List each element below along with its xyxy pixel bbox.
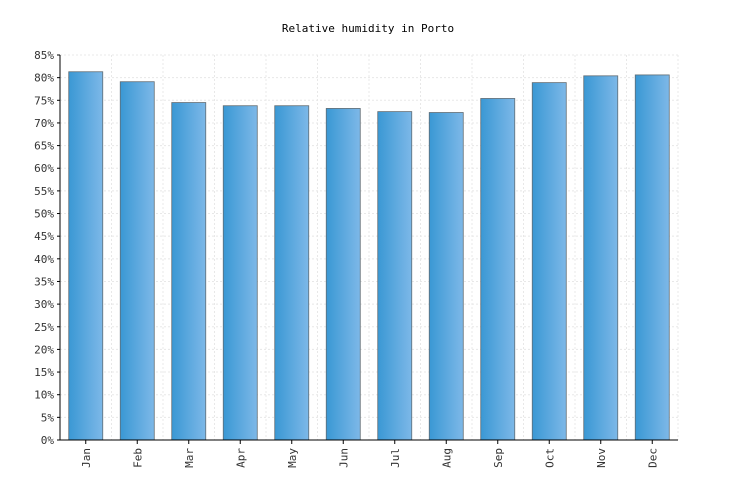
y-tick-label: 20% bbox=[34, 343, 54, 356]
x-tick-label: Oct bbox=[543, 448, 556, 468]
x-tick-label: Feb bbox=[131, 448, 144, 468]
bar-apr bbox=[222, 105, 258, 441]
x-tick-label: Apr bbox=[234, 448, 247, 468]
y-tick-label: 60% bbox=[34, 162, 54, 175]
y-tick-label: 5% bbox=[41, 411, 55, 424]
y-tick-label: 85% bbox=[34, 49, 54, 62]
x-tick-label: Jun bbox=[337, 448, 350, 468]
bar-nov bbox=[583, 75, 619, 441]
bar-dec bbox=[634, 74, 670, 441]
x-tick-label: May bbox=[286, 448, 299, 468]
bar-aug bbox=[428, 112, 464, 441]
bar-jul bbox=[377, 111, 413, 441]
y-tick-labels: 0% 5% 10% 15% 20% 25% 30% 35% 40% 45% 50% 55% 60% 65%… bbox=[34, 49, 60, 447]
y-tick-label: 45% bbox=[34, 230, 54, 243]
axes bbox=[59, 55, 678, 441]
y-tick-label: 75% bbox=[34, 94, 54, 107]
x-tick-label: Mar bbox=[183, 448, 196, 468]
bar-jun bbox=[325, 108, 361, 441]
bar-may bbox=[274, 105, 310, 441]
y-tick-label: 35% bbox=[34, 275, 54, 288]
x-tick-label: Dec bbox=[646, 448, 659, 468]
bar-mar bbox=[171, 102, 207, 441]
bar-sep bbox=[480, 98, 516, 441]
y-tick-label: 0% bbox=[41, 434, 55, 447]
y-tick-label: 25% bbox=[34, 321, 54, 334]
y-tick-label: 15% bbox=[34, 366, 54, 379]
x-tick-label: Sep bbox=[492, 448, 505, 468]
x-tick-label: Jul bbox=[389, 448, 402, 468]
y-tick-label: 80% bbox=[34, 72, 54, 85]
bar-feb bbox=[119, 81, 155, 441]
y-tick-label: 50% bbox=[34, 208, 54, 221]
y-tick-label: 10% bbox=[34, 389, 54, 402]
x-tick-label: Aug bbox=[440, 448, 453, 468]
chart-title: Relative humidity in Porto bbox=[282, 22, 454, 35]
bar-jan bbox=[68, 71, 104, 441]
y-tick-label: 70% bbox=[34, 117, 54, 130]
x-tick-labels: Jan Feb Mar Apr May Jun Jul Aug Sep Oct Nov Dec bbox=[80, 440, 659, 468]
bar-oct bbox=[531, 82, 567, 441]
x-tick-label: Jan bbox=[80, 448, 93, 468]
x-tick-label: Nov bbox=[595, 448, 608, 468]
grid-lines bbox=[59, 54, 679, 440]
y-tick-label: 65% bbox=[34, 140, 54, 153]
y-tick-label: 30% bbox=[34, 298, 54, 311]
y-tick-label: 40% bbox=[34, 253, 54, 266]
y-tick-label: 55% bbox=[34, 185, 54, 198]
